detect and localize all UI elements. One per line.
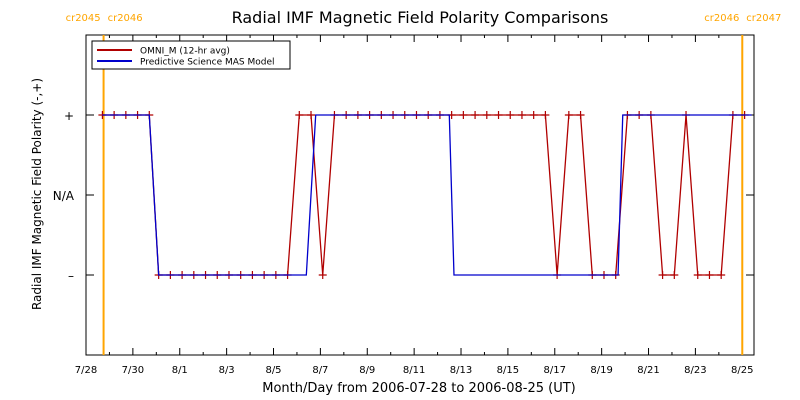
chart-title: Radial IMF Magnetic Field Polarity Compa… [232, 8, 609, 27]
data-point [658, 271, 667, 279]
data-point [459, 111, 468, 119]
x-tick-label: 8/11 [403, 365, 425, 376]
data-point [529, 111, 538, 119]
series-line-1 [102, 114, 745, 276]
data-point [506, 111, 515, 119]
x-tick-label: 8/3 [219, 365, 235, 376]
plot-frame [85, 34, 755, 356]
x-tick-label: 8/19 [590, 365, 612, 376]
x-tick-label: 8/9 [359, 365, 375, 376]
data-point [482, 111, 491, 119]
y-tick-label: N/A [53, 189, 75, 203]
data-point [471, 111, 480, 119]
series-line-2 [102, 114, 752, 276]
chart-marks: 7/28 7/30 8/1 8/3 8/5 8/7 8/9 8/11 8/13 8/15 8/17 8… [53, 13, 782, 376]
x-tick-label: 8/21 [637, 365, 659, 376]
y-tick-label: + [64, 109, 74, 123]
data-point [564, 111, 573, 119]
x-tick-label: 7/28 [75, 365, 97, 376]
x-tick-label: 8/25 [731, 365, 753, 376]
legend-box [91, 40, 291, 70]
data-point [517, 111, 526, 119]
data-point [693, 271, 702, 279]
legend-entry: OMNI_M (12-hr avg) [140, 47, 230, 57]
rotation-label: cr2047 [746, 13, 781, 24]
data-point [295, 111, 304, 119]
y-tick-label: – [68, 269, 74, 283]
data-point [494, 111, 503, 119]
x-tick-label: 8/17 [544, 365, 566, 376]
legend: OMNI_M (12-hr avg)Predictive Science MAS… [91, 40, 291, 70]
legend-entry: Predictive Science MAS Model [140, 58, 275, 68]
data-point [670, 271, 679, 279]
x-tick-label: 8/13 [450, 365, 472, 376]
rotation-label: cr2045 [66, 13, 101, 24]
data-point [717, 271, 726, 279]
x-tick-label: 8/23 [684, 365, 706, 376]
x-axis-label: Month/Day from 2006-07-28 to 2006-08-25 … [262, 381, 575, 396]
rotation-label: cr2046 [108, 13, 143, 24]
x-tick-label: 7/30 [122, 365, 144, 376]
data-point [576, 111, 585, 119]
rotation-label: cr2046 [704, 13, 739, 24]
x-tick-label: 8/15 [497, 365, 519, 376]
data-point [705, 271, 714, 279]
y-axis-label: Radial IMF Magnetic Field Polarity (-,+) [30, 78, 44, 310]
x-tick-label: 8/1 [172, 365, 188, 376]
x-tick-label: 8/5 [265, 365, 281, 376]
data-point [318, 271, 327, 279]
data-point [307, 111, 316, 119]
x-tick-label: 8/7 [312, 365, 328, 376]
data-point [541, 111, 550, 119]
